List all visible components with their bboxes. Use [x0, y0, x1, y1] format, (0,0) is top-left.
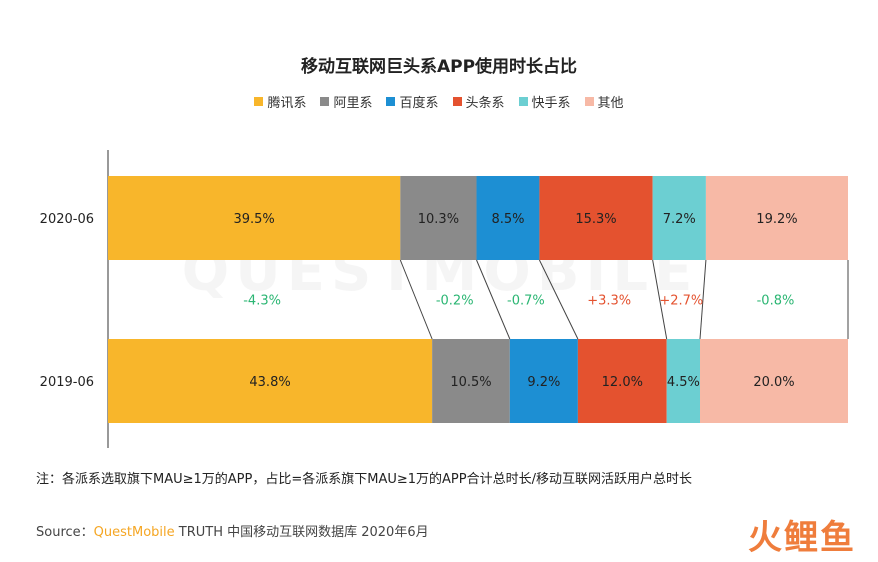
source-line: Source：QuestMobile TRUTH 中国移动互联网数据库 2020…: [36, 521, 429, 540]
change-label: -0.2%: [436, 294, 474, 309]
data-label: 10.5%: [450, 375, 491, 390]
bar-segment: [700, 339, 848, 423]
bar-segment: [666, 339, 700, 423]
connector-line: [476, 259, 511, 340]
legend-item: 阿里系: [320, 92, 372, 111]
source-suffix: TRUTH 中国移动互联网数据库 2020年6月: [174, 525, 429, 540]
data-label: 39.5%: [233, 212, 274, 227]
change-label: -0.8%: [757, 294, 795, 309]
category-label: 2019-06: [40, 375, 94, 390]
change-label: -0.7%: [507, 294, 545, 309]
legend-item: 其他: [584, 92, 624, 111]
bar-segment: [400, 176, 477, 260]
legend-swatch: [386, 97, 396, 106]
bar-segment: [705, 176, 848, 260]
data-label: 7.2%: [663, 212, 696, 227]
source-brand: QuestMobile: [93, 525, 175, 540]
data-label: 43.8%: [249, 375, 290, 390]
category-label: 2020-06: [40, 212, 94, 227]
data-label: 9.2%: [527, 375, 560, 390]
bar-segment: [652, 176, 706, 260]
change-label: -4.3%: [243, 294, 281, 309]
bar-segment: [539, 176, 653, 260]
legend-item: 腾讯系: [254, 92, 306, 111]
data-label: 20.0%: [753, 375, 794, 390]
legend-swatch: [518, 97, 528, 106]
bar-segment: [108, 176, 401, 260]
legend-label: 头条系: [465, 96, 505, 111]
legend-label: 阿里系: [333, 96, 373, 111]
legend-swatch: [320, 97, 330, 106]
connector-line: [699, 259, 707, 340]
bar-segment: [476, 176, 540, 260]
bar-segment: [108, 339, 433, 423]
data-label: 15.3%: [575, 212, 616, 227]
data-label: 19.2%: [756, 212, 797, 227]
legend-swatch: [452, 97, 462, 106]
legend-item: 快手系: [518, 92, 571, 111]
data-label: 12.0%: [602, 375, 643, 390]
connector-line: [538, 259, 579, 340]
chart-title: 移动互联网巨头系APP使用时长占比: [300, 57, 578, 77]
data-label: 4.5%: [667, 375, 700, 390]
source-prefix: Source：: [36, 525, 94, 540]
connector-line: [399, 259, 433, 340]
connector-line: [652, 259, 668, 340]
footnote: 注：各派系选取旗下MAU≥1万的APP，占比=各派系旗下MAU≥1万的APP合计…: [36, 472, 692, 487]
data-label: 8.5%: [491, 212, 524, 227]
legend: 腾讯系 阿里系 百度系 头条系 快手系 其他: [0, 92, 878, 111]
legend-swatch: [584, 97, 594, 106]
legend-label: 其他: [597, 96, 624, 111]
bar-segment: [509, 339, 578, 423]
change-label: +2.7%: [659, 294, 703, 309]
bar-segment: [577, 339, 667, 423]
change-label: +3.3%: [587, 294, 631, 309]
logo: 火鲤鱼: [748, 518, 856, 558]
legend-item: 头条系: [452, 92, 505, 111]
data-label: 10.3%: [418, 212, 459, 227]
bar-segment: [432, 339, 510, 423]
legend-label: 百度系: [399, 96, 439, 111]
legend-swatch: [254, 97, 264, 106]
legend-label: 腾讯系: [267, 96, 307, 111]
legend-label: 快手系: [531, 96, 571, 111]
legend-item: 百度系: [386, 92, 439, 111]
